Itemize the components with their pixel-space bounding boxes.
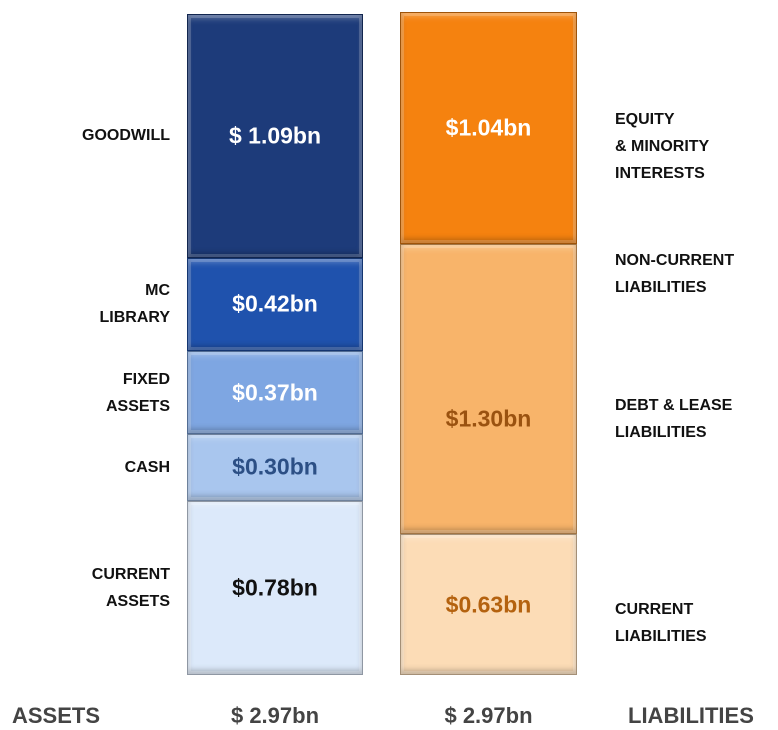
bar-segment <box>400 244 577 535</box>
bar-segment <box>400 12 577 245</box>
value-label: $0.42bn <box>232 290 318 317</box>
category-label: LIABILITIES <box>628 703 754 728</box>
label-line: NON-CURRENT <box>615 252 735 270</box>
value-label: $0.63bn <box>445 591 532 618</box>
bar-segment <box>400 534 577 675</box>
label-line: DEBT & LEASE <box>615 397 733 415</box>
segment-label: CASH <box>125 454 170 481</box>
value-label: $1.04bn <box>445 114 532 141</box>
label-line: ASSETS <box>105 592 170 610</box>
segment-label: FIXED ASSETS <box>106 366 170 420</box>
total-label: $ 2.97bn <box>230 703 320 728</box>
value-label: $0.78bn <box>232 574 318 601</box>
label-line: & MINORITY <box>615 137 710 155</box>
segment-label: MC LIBRARY <box>99 277 170 331</box>
label-line: ASSETS <box>105 397 170 415</box>
segment-label: DEBT & LEASE LIABILITIES <box>615 392 732 446</box>
bar-segment <box>187 14 363 258</box>
total-label: $ 2.97bn <box>444 703 533 728</box>
bar-segment <box>187 433 363 501</box>
segment-label: CURRENT ASSETS <box>92 561 170 615</box>
value-label: $1.30bn <box>445 405 532 432</box>
segment-label: GOODWILL <box>82 122 170 149</box>
label-line: EQUITY <box>615 110 675 128</box>
label-line: LIABILITIES <box>615 424 707 442</box>
value-label: $ 1.09bn <box>228 122 322 149</box>
value-label: $0.30bn <box>232 453 318 480</box>
label-line: GOODWILL <box>82 127 170 145</box>
label-line: CURRENT <box>91 565 170 583</box>
label-line: CURRENT <box>615 600 694 618</box>
category-label: ASSETS <box>12 703 101 728</box>
label-line: MC <box>145 282 170 300</box>
label-line: INTERESTS <box>615 164 705 182</box>
label-line: LIABILITIES <box>615 279 707 297</box>
segment-label: CURRENT LIABILITIES <box>615 596 707 650</box>
bar-segment <box>187 351 363 434</box>
label-line: FIXED <box>122 370 170 388</box>
bar-segment <box>187 500 363 675</box>
label-line: LIBRARY <box>99 309 170 327</box>
label-line: CASH <box>124 458 170 476</box>
value-label: $0.37bn <box>232 379 318 406</box>
label-line: LIABILITIES <box>615 627 707 645</box>
segment-label: NON-CURRENT LIABILITIES <box>615 247 734 301</box>
bar-segment <box>187 257 363 352</box>
segment-label: EQUITY & MINORITY INTERESTS <box>615 106 709 187</box>
